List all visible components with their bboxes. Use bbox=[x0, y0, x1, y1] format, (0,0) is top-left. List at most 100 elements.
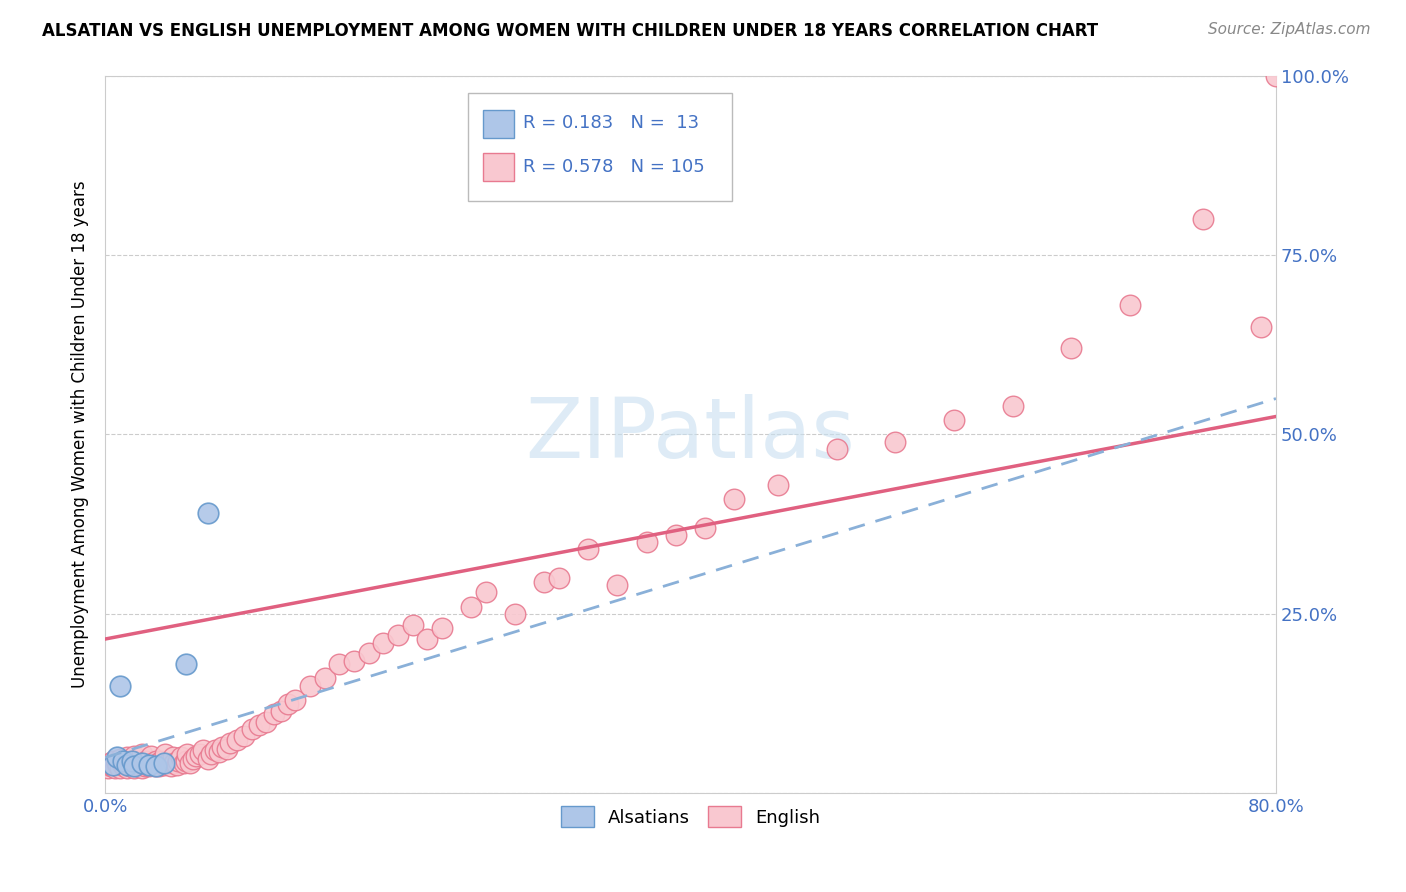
Point bbox=[825, 442, 848, 456]
Text: ALSATIAN VS ENGLISH UNEMPLOYMENT AMONG WOMEN WITH CHILDREN UNDER 18 YEARS CORREL: ALSATIAN VS ENGLISH UNEMPLOYMENT AMONG W… bbox=[42, 22, 1098, 40]
Point bbox=[226, 732, 249, 747]
Point bbox=[1191, 212, 1213, 227]
Point bbox=[263, 707, 285, 722]
Point bbox=[357, 646, 380, 660]
Point bbox=[108, 752, 131, 766]
Point bbox=[176, 747, 198, 761]
Point bbox=[111, 754, 134, 768]
Point bbox=[606, 578, 628, 592]
Point bbox=[115, 750, 138, 764]
Point bbox=[108, 761, 131, 775]
Point bbox=[148, 759, 170, 773]
Legend: Alsatians, English: Alsatians, English bbox=[554, 799, 827, 835]
Point bbox=[254, 714, 277, 729]
Point bbox=[768, 477, 790, 491]
Point bbox=[204, 743, 226, 757]
Point bbox=[1250, 319, 1272, 334]
Point bbox=[343, 654, 366, 668]
Point bbox=[460, 599, 482, 614]
Text: Source: ZipAtlas.com: Source: ZipAtlas.com bbox=[1208, 22, 1371, 37]
Point bbox=[97, 761, 120, 775]
Point bbox=[149, 754, 172, 768]
Point bbox=[104, 760, 127, 774]
Point bbox=[197, 752, 219, 766]
Point bbox=[129, 757, 152, 772]
Point bbox=[299, 679, 322, 693]
Point bbox=[157, 756, 180, 771]
Point bbox=[233, 729, 256, 743]
Point bbox=[115, 757, 138, 772]
Point bbox=[247, 718, 270, 732]
Point bbox=[636, 535, 658, 549]
Point bbox=[139, 749, 162, 764]
Point bbox=[121, 754, 143, 768]
Point bbox=[101, 759, 124, 773]
Point bbox=[173, 756, 195, 771]
Point bbox=[576, 542, 599, 557]
Point bbox=[120, 759, 142, 773]
Point bbox=[208, 745, 231, 759]
Point bbox=[270, 704, 292, 718]
Text: ZIPatlas: ZIPatlas bbox=[526, 394, 855, 475]
Point bbox=[155, 747, 177, 761]
Point bbox=[142, 757, 165, 772]
Point bbox=[134, 759, 156, 773]
Point bbox=[152, 756, 174, 771]
Point bbox=[695, 521, 717, 535]
FancyBboxPatch shape bbox=[468, 94, 731, 201]
Y-axis label: Unemployment Among Women with Children Under 18 years: Unemployment Among Women with Children U… bbox=[72, 180, 89, 689]
Point bbox=[108, 679, 131, 693]
Point bbox=[122, 757, 145, 772]
Point bbox=[128, 754, 150, 768]
Point bbox=[131, 747, 153, 761]
Point bbox=[943, 413, 966, 427]
Point bbox=[167, 754, 190, 768]
Point bbox=[547, 571, 569, 585]
Point bbox=[131, 761, 153, 775]
Point bbox=[94, 757, 117, 772]
Point bbox=[314, 672, 336, 686]
Point bbox=[114, 756, 136, 771]
Point bbox=[98, 756, 121, 771]
Point bbox=[101, 757, 124, 772]
Point bbox=[117, 757, 139, 772]
Point bbox=[387, 628, 409, 642]
Point bbox=[665, 528, 688, 542]
Point bbox=[124, 761, 146, 775]
Point bbox=[1060, 341, 1083, 355]
Point bbox=[174, 754, 197, 768]
Point bbox=[533, 574, 555, 589]
Text: R = 0.183   N =  13: R = 0.183 N = 13 bbox=[523, 114, 699, 132]
Point bbox=[401, 617, 423, 632]
Point bbox=[240, 722, 263, 736]
Point bbox=[145, 754, 167, 768]
Point bbox=[1265, 69, 1288, 83]
Point bbox=[474, 585, 496, 599]
Point bbox=[181, 752, 204, 766]
Point bbox=[170, 750, 193, 764]
Point bbox=[179, 756, 201, 771]
Point bbox=[121, 754, 143, 768]
Point bbox=[132, 756, 155, 771]
Point bbox=[166, 757, 188, 772]
Point bbox=[138, 759, 160, 773]
Point bbox=[277, 697, 299, 711]
Point bbox=[125, 756, 148, 771]
Point bbox=[503, 607, 526, 621]
FancyBboxPatch shape bbox=[484, 153, 513, 181]
Point bbox=[105, 750, 128, 764]
Point bbox=[146, 756, 169, 771]
Point bbox=[197, 507, 219, 521]
Point bbox=[184, 749, 207, 764]
Point bbox=[145, 759, 167, 773]
Point bbox=[162, 750, 184, 764]
Point bbox=[124, 749, 146, 764]
Point bbox=[141, 756, 163, 771]
Point bbox=[188, 747, 211, 761]
Point bbox=[723, 491, 745, 506]
Point bbox=[101, 754, 124, 768]
Point bbox=[328, 657, 350, 672]
Point bbox=[416, 632, 439, 646]
Point bbox=[143, 759, 166, 773]
Point bbox=[193, 743, 215, 757]
